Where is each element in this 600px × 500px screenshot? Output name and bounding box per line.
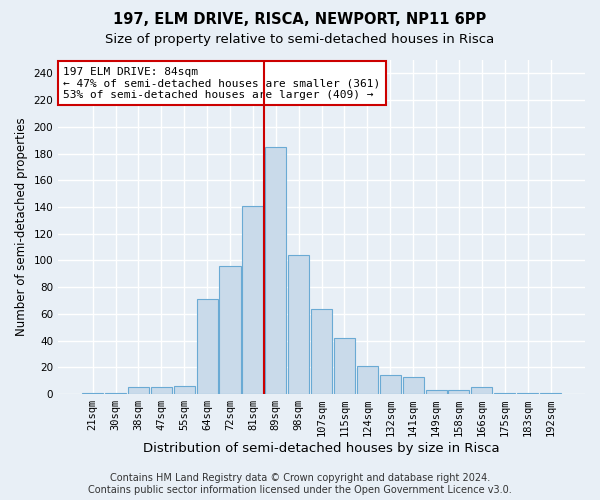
Text: Size of property relative to semi-detached houses in Risca: Size of property relative to semi-detach… [106, 32, 494, 46]
Bar [403, 376, 424, 394]
Bar [173, 386, 195, 394]
Bar [288, 255, 309, 394]
Bar [448, 390, 469, 394]
Bar [357, 366, 378, 394]
Bar [380, 376, 401, 394]
Bar [472, 388, 493, 394]
Bar [105, 392, 126, 394]
Bar [220, 266, 241, 394]
Bar [265, 147, 286, 394]
Bar [128, 388, 149, 394]
Bar [540, 392, 561, 394]
Bar [517, 392, 538, 394]
Bar [151, 388, 172, 394]
Bar [334, 338, 355, 394]
Bar [311, 308, 332, 394]
Bar [494, 392, 515, 394]
Text: 197, ELM DRIVE, RISCA, NEWPORT, NP11 6PP: 197, ELM DRIVE, RISCA, NEWPORT, NP11 6PP [113, 12, 487, 28]
Text: Contains HM Land Registry data © Crown copyright and database right 2024.
Contai: Contains HM Land Registry data © Crown c… [88, 474, 512, 495]
Text: 197 ELM DRIVE: 84sqm
← 47% of semi-detached houses are smaller (361)
53% of semi: 197 ELM DRIVE: 84sqm ← 47% of semi-detac… [64, 66, 380, 100]
Bar [197, 299, 218, 394]
Bar [425, 390, 446, 394]
Y-axis label: Number of semi-detached properties: Number of semi-detached properties [15, 118, 28, 336]
Bar [242, 206, 263, 394]
X-axis label: Distribution of semi-detached houses by size in Risca: Distribution of semi-detached houses by … [143, 442, 500, 455]
Bar [82, 392, 103, 394]
